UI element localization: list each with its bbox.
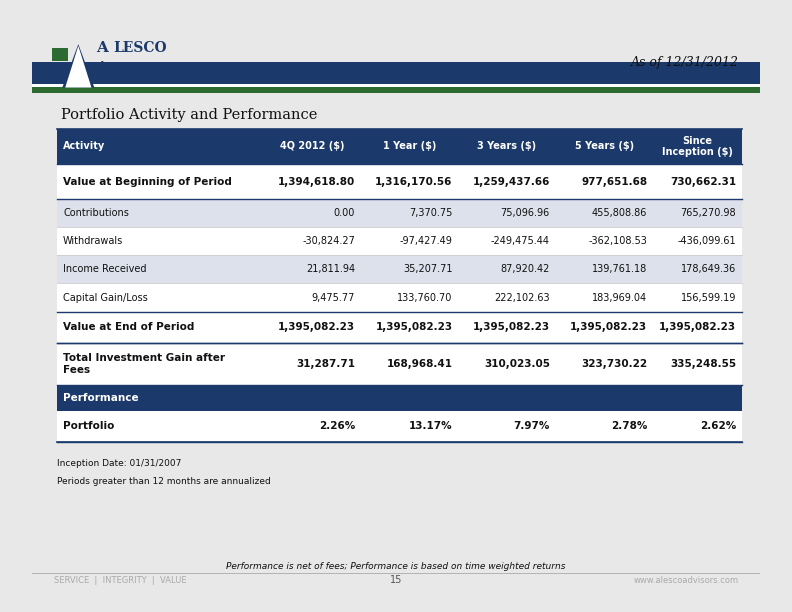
Text: 2.78%: 2.78% [611, 421, 647, 431]
Bar [57, 227, 742, 255]
Text: -436,099.61: -436,099.61 [678, 236, 737, 246]
Text: 1,395,082.23: 1,395,082.23 [570, 322, 647, 332]
Text: 7.97%: 7.97% [513, 421, 550, 431]
Text: -97,427.49: -97,427.49 [400, 236, 452, 246]
Bar [32, 62, 760, 84]
Text: 1,395,082.23: 1,395,082.23 [375, 322, 452, 332]
Text: 13.17%: 13.17% [409, 421, 452, 431]
Bar [57, 199, 742, 227]
Polygon shape [63, 44, 94, 88]
Text: 1,394,618.80: 1,394,618.80 [278, 177, 355, 187]
Text: A: A [96, 42, 108, 56]
Text: A: A [96, 61, 107, 75]
Text: 31,287.71: 31,287.71 [296, 359, 355, 368]
Bar [57, 129, 742, 164]
Text: 335,248.55: 335,248.55 [670, 359, 737, 368]
Text: Withdrawals: Withdrawals [63, 236, 124, 246]
Text: As of 12/31/2012: As of 12/31/2012 [630, 56, 738, 69]
Text: 323,730.22: 323,730.22 [581, 359, 647, 368]
Text: -30,824.27: -30,824.27 [303, 236, 355, 246]
Text: Since
Inception ($): Since Inception ($) [662, 136, 733, 157]
Bar [57, 283, 742, 312]
Text: DVISORS: DVISORS [110, 62, 172, 75]
Text: 0.00: 0.00 [333, 208, 355, 218]
Text: 1,395,082.23: 1,395,082.23 [659, 322, 737, 332]
Text: Value at Beginning of Period: Value at Beginning of Period [63, 177, 232, 187]
Bar [52, 48, 68, 61]
Text: 730,662.31: 730,662.31 [670, 177, 737, 187]
Bar [57, 385, 742, 411]
Text: 7,370.75: 7,370.75 [409, 208, 452, 218]
Text: Activity: Activity [63, 141, 105, 151]
Text: 35,207.71: 35,207.71 [403, 264, 452, 274]
Text: -249,475.44: -249,475.44 [491, 236, 550, 246]
Text: -362,108.53: -362,108.53 [588, 236, 647, 246]
Text: 178,649.36: 178,649.36 [681, 264, 737, 274]
Text: Contributions: Contributions [63, 208, 129, 218]
Polygon shape [73, 51, 84, 81]
Text: 1 Year ($): 1 Year ($) [383, 141, 436, 151]
Bar [57, 343, 742, 385]
Text: Value at End of Period: Value at End of Period [63, 322, 194, 332]
Text: 2.26%: 2.26% [319, 421, 355, 431]
Text: Inception Date: 01/31/2007: Inception Date: 01/31/2007 [57, 458, 181, 468]
Text: LESCO: LESCO [113, 42, 167, 56]
Text: 156,599.19: 156,599.19 [681, 293, 737, 302]
Text: 3 Years ($): 3 Years ($) [478, 141, 537, 151]
Bar [52, 77, 74, 90]
Text: 21,811.94: 21,811.94 [306, 264, 355, 274]
Text: 455,808.86: 455,808.86 [592, 208, 647, 218]
Bar [57, 255, 742, 283]
Text: 977,651.68: 977,651.68 [581, 177, 647, 187]
Polygon shape [65, 46, 91, 88]
Text: Income Received: Income Received [63, 264, 147, 274]
Text: 5 Years ($): 5 Years ($) [575, 141, 634, 151]
Text: www.alescoadvisors.com: www.alescoadvisors.com [634, 576, 738, 584]
Text: 168,968.41: 168,968.41 [386, 359, 452, 368]
Text: Performance is net of fees; Performance is based on time weighted returns: Performance is net of fees; Performance … [227, 562, 565, 570]
Bar [57, 312, 742, 343]
Text: 139,761.18: 139,761.18 [592, 264, 647, 274]
Bar [57, 164, 742, 199]
Text: Periods greater than 12 months are annualized: Periods greater than 12 months are annua… [57, 477, 271, 485]
Text: 133,760.70: 133,760.70 [397, 293, 452, 302]
Bar [32, 84, 760, 87]
Text: 2.62%: 2.62% [700, 421, 737, 431]
Text: 15: 15 [390, 575, 402, 585]
Text: 1,395,082.23: 1,395,082.23 [473, 322, 550, 332]
Text: 1,395,082.23: 1,395,082.23 [278, 322, 355, 332]
Bar [52, 64, 82, 74]
Bar [32, 87, 760, 92]
Text: 222,102.63: 222,102.63 [494, 293, 550, 302]
Bar [57, 411, 742, 442]
Text: Portfolio Activity and Performance: Portfolio Activity and Performance [61, 108, 318, 122]
Text: 4Q 2012 ($): 4Q 2012 ($) [280, 141, 345, 151]
Text: 1,259,437.66: 1,259,437.66 [473, 177, 550, 187]
Text: SERVICE  |  INTEGRITY  |  VALUE: SERVICE | INTEGRITY | VALUE [54, 576, 186, 584]
Text: 75,096.96: 75,096.96 [501, 208, 550, 218]
Text: Capital Gain/Loss: Capital Gain/Loss [63, 293, 148, 302]
Text: 9,475.77: 9,475.77 [312, 293, 355, 302]
Text: 310,023.05: 310,023.05 [484, 359, 550, 368]
Text: Performance: Performance [63, 393, 139, 403]
Text: Total Investment Gain after
Fees: Total Investment Gain after Fees [63, 353, 225, 375]
Text: 87,920.42: 87,920.42 [501, 264, 550, 274]
Text: Portfolio: Portfolio [63, 421, 114, 431]
Text: 1,316,170.56: 1,316,170.56 [375, 177, 452, 187]
Text: 183,969.04: 183,969.04 [592, 293, 647, 302]
Text: 765,270.98: 765,270.98 [680, 208, 737, 218]
